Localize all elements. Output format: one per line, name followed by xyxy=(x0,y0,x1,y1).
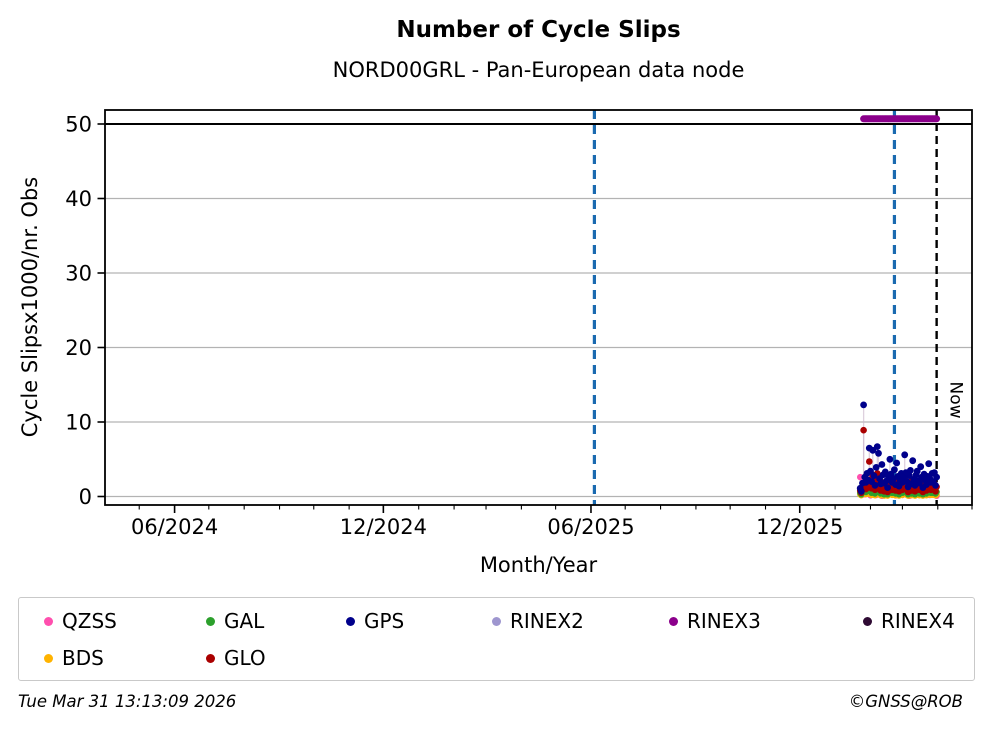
legend-dot-gal xyxy=(206,616,215,626)
data-point-gps xyxy=(875,449,882,457)
copyright: ©GNSS@ROB xyxy=(848,692,963,711)
data-point-glo xyxy=(860,426,867,434)
legend-item-qzss: QZSS xyxy=(44,611,117,631)
legend-label: BDS xyxy=(62,646,104,670)
legend-dot-rinex2 xyxy=(492,616,501,626)
data-point-gps xyxy=(901,451,909,459)
data-point-gps xyxy=(905,472,913,479)
legend-item-rinex4: RINEX4 xyxy=(863,611,955,631)
legend: QZSS GAL GPS RINEX2 RINEX3 RINEX4 BDS GLO xyxy=(18,597,975,681)
legend-item-rinex2: RINEX2 xyxy=(492,611,584,631)
data-point-gps xyxy=(933,473,940,481)
legend-label: GPS xyxy=(364,609,405,633)
data-point-gps xyxy=(873,443,881,450)
y-tick-label: 30 xyxy=(65,262,92,286)
legend-label: GLO xyxy=(224,646,266,670)
data-point-gps xyxy=(925,460,933,468)
x-tick-label: 12/2024 xyxy=(340,515,427,539)
legend-item-gps: GPS xyxy=(346,611,404,631)
now-label: Now xyxy=(946,381,966,418)
y-axis-label: Cycle Slipsx1000/nr. Obs xyxy=(18,176,42,438)
y-tick-label: 0 xyxy=(79,485,92,509)
data-point-gps xyxy=(932,481,939,489)
legend-item-gal: GAL xyxy=(206,611,264,631)
data-point-gps xyxy=(857,487,865,495)
data-point-glo xyxy=(866,458,873,465)
x-tick-label: 06/2024 xyxy=(131,515,218,539)
legend-dot-rinex3 xyxy=(669,616,678,626)
timestamp: Tue Mar 31 13:13:09 2026 xyxy=(18,692,237,711)
y-tick-label: 10 xyxy=(65,411,92,435)
y-tick-label: 20 xyxy=(65,336,92,360)
data-point-rinex3 xyxy=(933,115,941,123)
x-tick-label: 06/2025 xyxy=(547,515,634,539)
legend-dot-rinex4 xyxy=(863,616,872,626)
legend-dot-glo xyxy=(206,653,215,663)
legend-label: RINEX2 xyxy=(510,609,584,633)
legend-label: RINEX3 xyxy=(687,609,761,633)
legend-item-glo: GLO xyxy=(206,648,266,668)
data-point-gps xyxy=(870,472,878,479)
legend-label: GAL xyxy=(224,609,265,633)
data-point-gps xyxy=(891,466,898,474)
legend-item-rinex3: RINEX3 xyxy=(669,611,761,631)
y-tick-label: 40 xyxy=(65,187,92,211)
data-point-gps xyxy=(907,467,914,474)
data-point-gps xyxy=(881,468,889,476)
data-point-gps xyxy=(872,464,880,471)
legend-dot-bds xyxy=(44,653,53,663)
y-tick-label: 50 xyxy=(65,113,92,137)
plot-border xyxy=(104,109,973,506)
legend-label: RINEX4 xyxy=(881,609,955,633)
data-point-gps xyxy=(917,463,925,471)
data-point-gps xyxy=(884,484,891,491)
legend-label: QZSS xyxy=(62,609,117,633)
data-point-gps xyxy=(886,455,894,463)
data-point-gps xyxy=(909,457,917,465)
x-axis-label: Month/Year xyxy=(479,553,598,577)
data-point-gps xyxy=(893,459,901,467)
data-point-gps xyxy=(869,446,877,454)
x-tick-label: 12/2025 xyxy=(756,515,843,539)
legend-dot-qzss xyxy=(44,616,53,626)
chart-title: Number of Cycle Slips xyxy=(396,17,681,43)
chart-subtitle: NORD00GRL - Pan-European data node xyxy=(332,58,745,82)
legend-item-bds: BDS xyxy=(44,648,104,668)
data-point-gps xyxy=(878,461,886,468)
data-point-gps xyxy=(871,481,879,489)
legend-dot-gps xyxy=(346,616,355,626)
data-point-gps xyxy=(860,401,867,409)
